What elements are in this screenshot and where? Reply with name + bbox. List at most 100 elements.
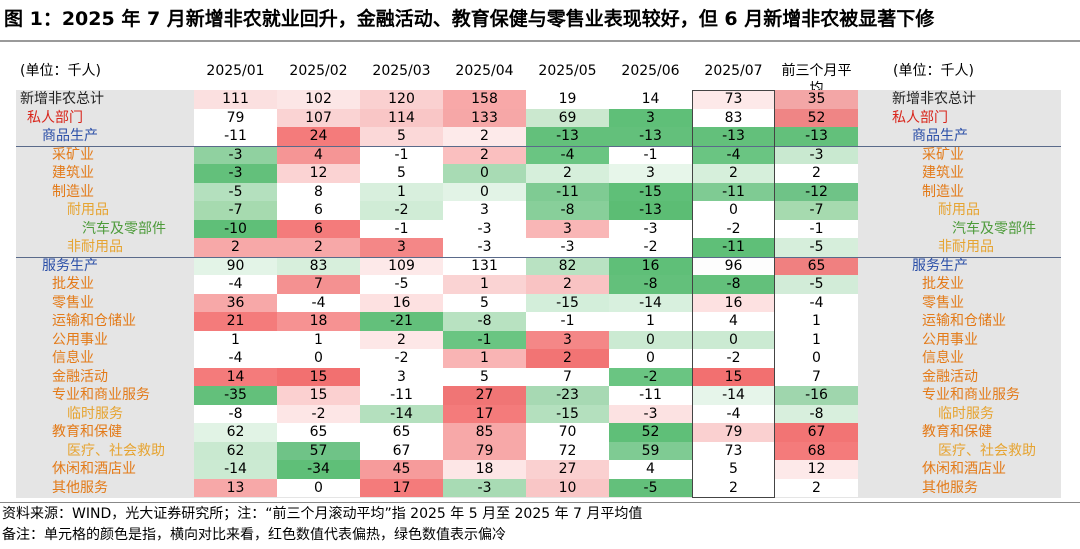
row-label-right: 金融活动 [922,368,978,385]
table-cell: 158 [443,90,526,109]
table-cell: -4 [775,293,858,312]
table-row: 信息业 -4 0 -2 1 2 0 -2 0 信息业 [16,349,1061,368]
table-cell: -34 [277,460,360,479]
table-cell: 67 [360,441,443,460]
table-cell: 16 [609,256,692,275]
table-cell: -21 [360,312,443,331]
table-cell: 2 [775,164,858,183]
row-label: 临时服务 [67,405,123,422]
table-cell: 65 [775,256,858,275]
row-label-right: 建筑业 [922,165,964,181]
table-cell: 0 [277,478,360,497]
table-cell: 3 [526,330,609,349]
table-cell: 13 [194,478,277,497]
table-cell: 27 [526,460,609,479]
table-cell: -7 [775,201,858,220]
table-cell: 72 [526,441,609,460]
table-cell: 1 [443,275,526,294]
table-row: 公用事业 1 1 2 -1 3 0 0 1 公用事业 [16,330,1061,349]
table-bottom-rule [0,502,1080,503]
table-cell: -8 [443,312,526,331]
table-cell: -5 [609,478,692,497]
row-label: 教育和保健 [52,424,122,440]
row-label: 金融活动 [52,368,108,385]
table-cell: 70 [526,423,609,442]
table-cell: 79 [443,441,526,460]
table-cell: -2 [277,404,360,423]
table-cell: 27 [443,386,526,405]
table-cell: -15 [609,182,692,201]
table-cell: 3 [609,164,692,183]
table-cell: -10 [194,219,277,238]
table-cell: 0 [775,349,858,368]
table-cell: 3 [443,201,526,220]
table-cell: 21 [194,312,277,331]
table-cell: 83 [692,108,775,127]
row-label: 商品生产 [42,128,98,144]
table-cell: -4 [692,145,775,164]
row-label-right: 采矿业 [922,146,964,163]
table-cell: 62 [194,441,277,460]
table-row: 新增非农总计 111 102 120 158 19 14 73 35 新增非农总计 [16,90,1061,109]
row-label-right: 公用事业 [922,331,978,348]
table-cell: 4 [692,312,775,331]
table-cell: -4 [526,145,609,164]
table-cell: 57 [277,441,360,460]
table-cell: -11 [194,127,277,146]
table-row: 建筑业 -3 12 5 0 2 3 2 2 建筑业 [16,164,1061,183]
table-cell: 79 [194,108,277,127]
table-cell: 73 [692,441,775,460]
table-cell: -11 [692,238,775,257]
row-label-right: 信息业 [922,350,964,366]
table-cell: 5 [443,293,526,312]
table-cell: 2 [526,275,609,294]
table-cell: -13 [609,127,692,146]
column-header: 2025/06 [621,63,680,79]
table-row: 运输和仓储业 21 18 -21 -8 -1 1 4 1 运输和仓储业 [16,312,1061,331]
row-label-right: 其他服务 [922,479,978,496]
table-cell: -11 [360,386,443,405]
table-row: 采矿业 -3 4 -1 2 -4 -1 -4 -3 采矿业 [16,145,1061,164]
table-cell: -23 [526,386,609,405]
table-cell: -13 [526,127,609,146]
table-cell: 1 [443,349,526,368]
table-cell: 2 [443,145,526,164]
table-cell: 83 [277,256,360,275]
table-row: 金融活动 14 15 3 5 7 -2 15 7 金融活动 [16,367,1061,386]
table-cell: 6 [277,219,360,238]
table-cell: 5 [443,367,526,386]
table-cell: 15 [692,367,775,386]
table-cell: -11 [526,182,609,201]
table-cell: 73 [692,90,775,109]
row-label: 零售业 [52,294,94,311]
table-cell: 7 [775,367,858,386]
row-label-right: 商品生产 [912,128,968,144]
table-cell: 82 [526,256,609,275]
table-cell: 65 [277,423,360,442]
table-cell: -1 [443,330,526,349]
row-label: 采矿业 [52,146,94,163]
table-cell: 0 [609,330,692,349]
table-cell: 3 [609,108,692,127]
table-cell: 2 [277,238,360,257]
row-label-right: 批发业 [922,276,964,292]
table-cell: -11 [609,386,692,405]
table-cell: -8 [526,201,609,220]
data-table: 新增非农总计 111 102 120 158 19 14 73 35 新增非农总计 私人部门 79 10… [16,90,1061,498]
table-cell: 2 [194,238,277,257]
table-cell: -2 [360,349,443,368]
figure-title: 图 1：2025 年 7 月新增非农就业回升，金融活动、教育保健与零售业表现较好… [0,0,1080,42]
table-cell: -1 [360,219,443,238]
table-cell: 35 [775,90,858,109]
table-cell: -3 [609,404,692,423]
table-cell: 18 [443,460,526,479]
table-cell: -7 [194,201,277,220]
table-cell: 1 [775,330,858,349]
row-label-right: 非耐用品 [938,239,994,255]
table-cell: 7 [526,367,609,386]
table-row: 制造业 -5 8 1 0 -11 -15 -11 -12 制造业 [16,182,1061,201]
table-cell: 131 [443,256,526,275]
table-cell: -1 [775,219,858,238]
table-cell: 5 [360,164,443,183]
table-cell: 52 [775,108,858,127]
